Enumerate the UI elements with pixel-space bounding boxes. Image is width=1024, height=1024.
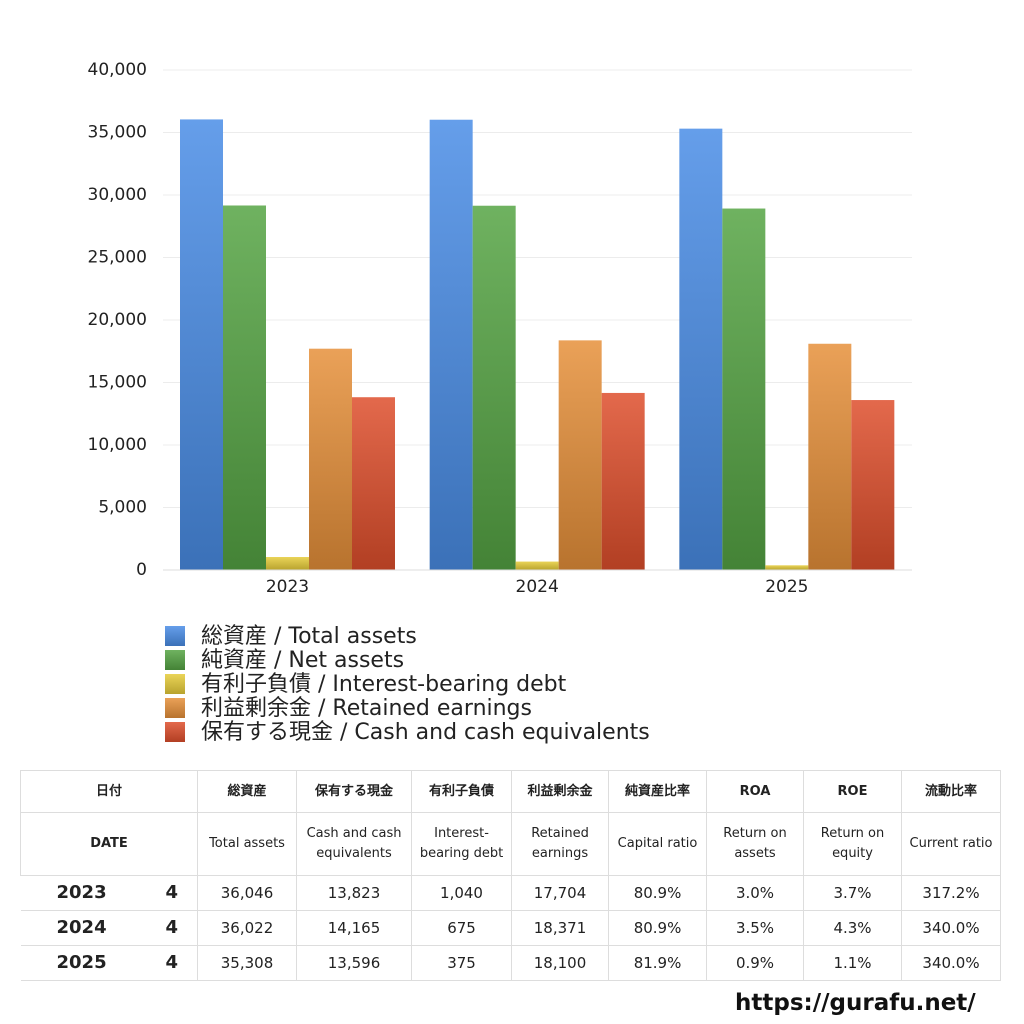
- table-cell: 4: [146, 875, 198, 911]
- legend-swatch: [165, 650, 185, 670]
- x-tick-label: 2025: [765, 577, 808, 597]
- y-tick-label: 40,000: [88, 60, 147, 80]
- table-cell: 保有する現金: [296, 770, 413, 813]
- table-cell: 13,823: [296, 875, 413, 911]
- table-cell: 18,100: [511, 945, 610, 981]
- table-cell: 4.3%: [803, 910, 903, 946]
- table-cell: 総資産: [197, 770, 298, 813]
- y-tick-label: 35,000: [88, 123, 147, 143]
- chart: 0 5,000 10,000 15,000 20,000 25,000 30,000 35,0…: [88, 60, 912, 745]
- data-table: 日付 総資産 保有する現金 有利子負債 利益剰余金 純資産比率 ROA ROE 流動比率 DATE…: [19, 770, 1002, 981]
- bar: [808, 343, 852, 570]
- x-tick-label: 2023: [266, 577, 309, 597]
- bar: [851, 400, 895, 570]
- table-cell: 36,022: [197, 910, 298, 946]
- x-tick-label: 2024: [516, 577, 559, 597]
- table-cell: 3.5%: [706, 910, 805, 946]
- table-cell: 18,371: [511, 910, 610, 946]
- table-cell: 3.0%: [706, 875, 805, 911]
- table-cell: Current ratio: [901, 812, 1002, 876]
- source-url: https://gurafu.net/: [735, 990, 976, 1016]
- table-cell: 17,704: [511, 875, 610, 911]
- bar: [352, 397, 395, 570]
- table-cell: 2023: [20, 875, 147, 911]
- table-row: 2025 4 35,308 13,596 375 18,100 81.9% 0.9% 1.1% 3…: [20, 945, 1002, 981]
- table-cell: 有利子負債: [411, 770, 513, 813]
- y-tick-label: 15,000: [88, 373, 147, 393]
- table-cell: Return on assets: [706, 812, 805, 876]
- bar: [472, 205, 516, 570]
- table-cell: Interest-bearing debt: [411, 812, 513, 876]
- table-cell: 375: [411, 945, 513, 981]
- bar: [679, 128, 723, 570]
- table-row: 日付 総資産 保有する現金 有利子負債 利益剰余金 純資産比率 ROA ROE 流動比率: [19, 770, 1002, 813]
- bar: [558, 340, 602, 570]
- table-cell: DATE: [19, 812, 199, 876]
- table-cell: 36,046: [197, 875, 298, 911]
- table-cell: 利益剰余金: [511, 770, 610, 813]
- table-cell: 317.2%: [901, 875, 1002, 911]
- table-cell: Cash and cash equivalents: [296, 812, 413, 876]
- bar: [266, 557, 309, 570]
- table-cell: 13,596: [296, 945, 413, 981]
- table-cell: 14,165: [296, 910, 413, 946]
- y-tick-label: 10,000: [88, 435, 147, 455]
- bar: [429, 119, 473, 570]
- table-cell: 純資産比率: [608, 770, 708, 813]
- table-cell: 3.7%: [803, 875, 903, 911]
- legend-swatch: [165, 626, 185, 646]
- y-tick-label: 0: [136, 560, 147, 580]
- table-cell: 675: [411, 910, 513, 946]
- legend-label: 利益剰余金 / Retained earnings: [201, 696, 532, 721]
- legend-swatch: [165, 722, 185, 742]
- table-cell: 0.9%: [706, 945, 805, 981]
- legend-label: 総資産 / Total assets: [201, 624, 417, 649]
- table-cell: Retained earnings: [511, 812, 610, 876]
- legend-swatch: [165, 698, 185, 718]
- table-cell: 1,040: [411, 875, 513, 911]
- table-cell: ROE: [803, 770, 903, 813]
- table-cell: 81.9%: [608, 945, 708, 981]
- table-cell: 80.9%: [608, 875, 708, 911]
- table-cell: 日付: [19, 770, 199, 813]
- bar: [722, 208, 766, 570]
- bar: [601, 392, 645, 570]
- y-tick-label: 30,000: [88, 185, 147, 205]
- legend-label: 有利子負債 / Interest-bearing debt: [201, 672, 567, 697]
- table-cell: 流動比率: [901, 770, 1002, 813]
- table-cell: 2025: [20, 945, 147, 981]
- table-cell: 4: [146, 910, 198, 946]
- table-row: 2024 4 36,022 14,165 675 18,371 80.9% 3.5% 4.3% 3…: [20, 910, 1002, 946]
- bar: [765, 565, 809, 570]
- bar: [180, 119, 223, 571]
- table-cell: 80.9%: [608, 910, 708, 946]
- table-cell: 2024: [20, 910, 147, 946]
- bar: [515, 561, 559, 570]
- table-cell: 4: [146, 945, 198, 981]
- y-tick-label: 5,000: [98, 498, 147, 518]
- legend-label: 保有する現金 / Cash and cash equivalents: [201, 720, 650, 745]
- table-cell: Total assets: [197, 812, 298, 876]
- bar: [223, 205, 266, 571]
- table-row: DATE Total assets Cash and cash equivalent…: [19, 812, 1002, 876]
- legend-label: 純資産 / Net assets: [201, 648, 404, 673]
- table-cell: 340.0%: [901, 910, 1002, 946]
- table-cell: ROA: [706, 770, 805, 813]
- bar: [309, 348, 352, 570]
- table-cell: 340.0%: [901, 945, 1002, 981]
- y-tick-label: 25,000: [88, 248, 147, 268]
- table-cell: Capital ratio: [608, 812, 708, 876]
- y-tick-label: 20,000: [88, 310, 147, 330]
- table-cell: 35,308: [197, 945, 298, 981]
- table-cell: 1.1%: [803, 945, 903, 981]
- table-cell: Return on equity: [803, 812, 903, 876]
- legend-swatch: [165, 674, 185, 694]
- table-row: 2023 4 36,046 13,823 1,040 17,704 80.9% 3.0% 3.7…: [20, 875, 1002, 911]
